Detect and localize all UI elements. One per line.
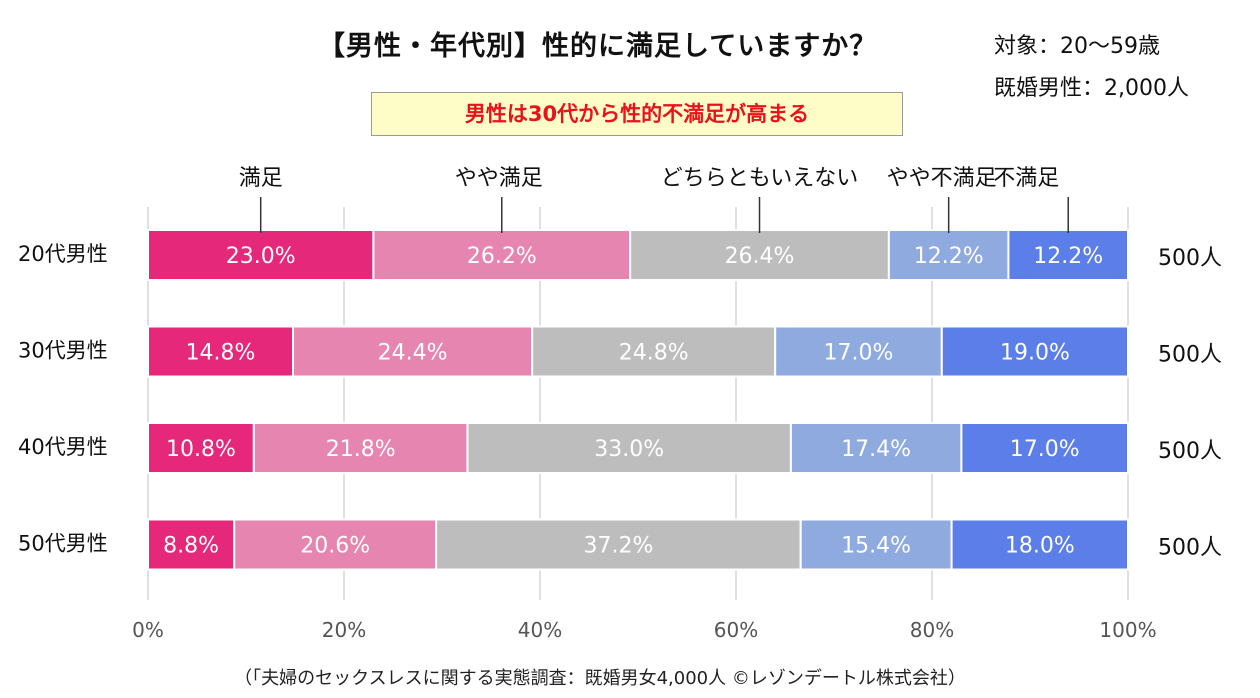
category-label: 20代男性 <box>18 242 108 266</box>
data-label: 33.0% <box>594 437 664 462</box>
data-label: 17.0% <box>824 341 894 366</box>
bar-segment <box>233 518 438 571</box>
highlight-box: 男性は30代から性的不満足が高まる <box>371 92 903 136</box>
data-label: 8.8% <box>163 534 219 559</box>
source-footnote: （「夫婦のセックスレスに関する実態調査：既婚男女4,000人 ©レゾンデートル株… <box>234 668 966 689</box>
bar-segment <box>252 422 469 474</box>
bar-segment <box>799 518 953 571</box>
data-label: 14.8% <box>186 341 256 366</box>
data-label: 20.6% <box>300 534 370 559</box>
x-tick-label: 20% <box>322 618 366 642</box>
legend-label: どちらともいえない <box>661 166 859 191</box>
survey-subject: 対象：20～59歳 既婚男性：2,000人 <box>994 26 1189 110</box>
data-label: 12.2% <box>914 244 984 269</box>
x-tick-label: 40% <box>518 618 562 642</box>
data-label: 37.2% <box>583 534 653 559</box>
subject-line-1: 対象：20～59歳 <box>994 34 1160 59</box>
bar-segment <box>292 325 534 378</box>
category-label: 30代男性 <box>18 339 108 363</box>
data-label: 18.0% <box>1005 534 1075 559</box>
x-tick-label: 100% <box>1099 618 1156 642</box>
data-label: 21.8% <box>326 437 396 462</box>
legend-label: 満足 <box>239 166 283 191</box>
legend-label: やや満足 <box>455 166 543 191</box>
bar-segment <box>789 422 963 474</box>
category-label: 50代男性 <box>18 532 108 556</box>
data-label: 23.0% <box>226 244 296 269</box>
legend-label: 不満足 <box>993 166 1059 191</box>
data-label: 10.8% <box>166 437 236 462</box>
legend-label: やや不満足 <box>887 166 997 191</box>
subject-line-2: 既婚男性：2,000人 <box>994 76 1189 101</box>
bar-segment <box>774 325 943 378</box>
data-label: 19.0% <box>1000 341 1070 366</box>
bar-segment <box>960 422 1130 474</box>
bar-segment <box>435 518 802 571</box>
bar-segment <box>940 325 1129 378</box>
data-label: 24.8% <box>619 341 689 366</box>
data-label: 17.4% <box>841 437 911 462</box>
bar-segment <box>950 518 1129 571</box>
sample-count: 500人 <box>1158 246 1222 271</box>
bar-segment <box>147 422 255 474</box>
sample-count: 500人 <box>1158 439 1222 464</box>
bar-segment <box>1007 229 1129 281</box>
category-label: 40代男性 <box>18 435 108 459</box>
data-label: 26.4% <box>725 244 795 269</box>
data-label: 12.2% <box>1033 244 1103 269</box>
x-tick-label: 60% <box>714 618 758 642</box>
x-tick-label: 80% <box>910 618 954 642</box>
chart-title: 【男性・年代別】性的に満足していますか？ <box>318 31 878 62</box>
data-label: 17.0% <box>1010 437 1080 462</box>
bar-segment <box>466 422 792 474</box>
data-label: 24.4% <box>378 341 448 366</box>
data-label: 15.4% <box>841 534 911 559</box>
sample-count: 500人 <box>1158 536 1222 561</box>
bar-segment <box>147 518 236 571</box>
x-tick-label: 0% <box>132 618 164 642</box>
data-label: 26.2% <box>467 244 537 269</box>
sample-count: 500人 <box>1158 343 1222 368</box>
